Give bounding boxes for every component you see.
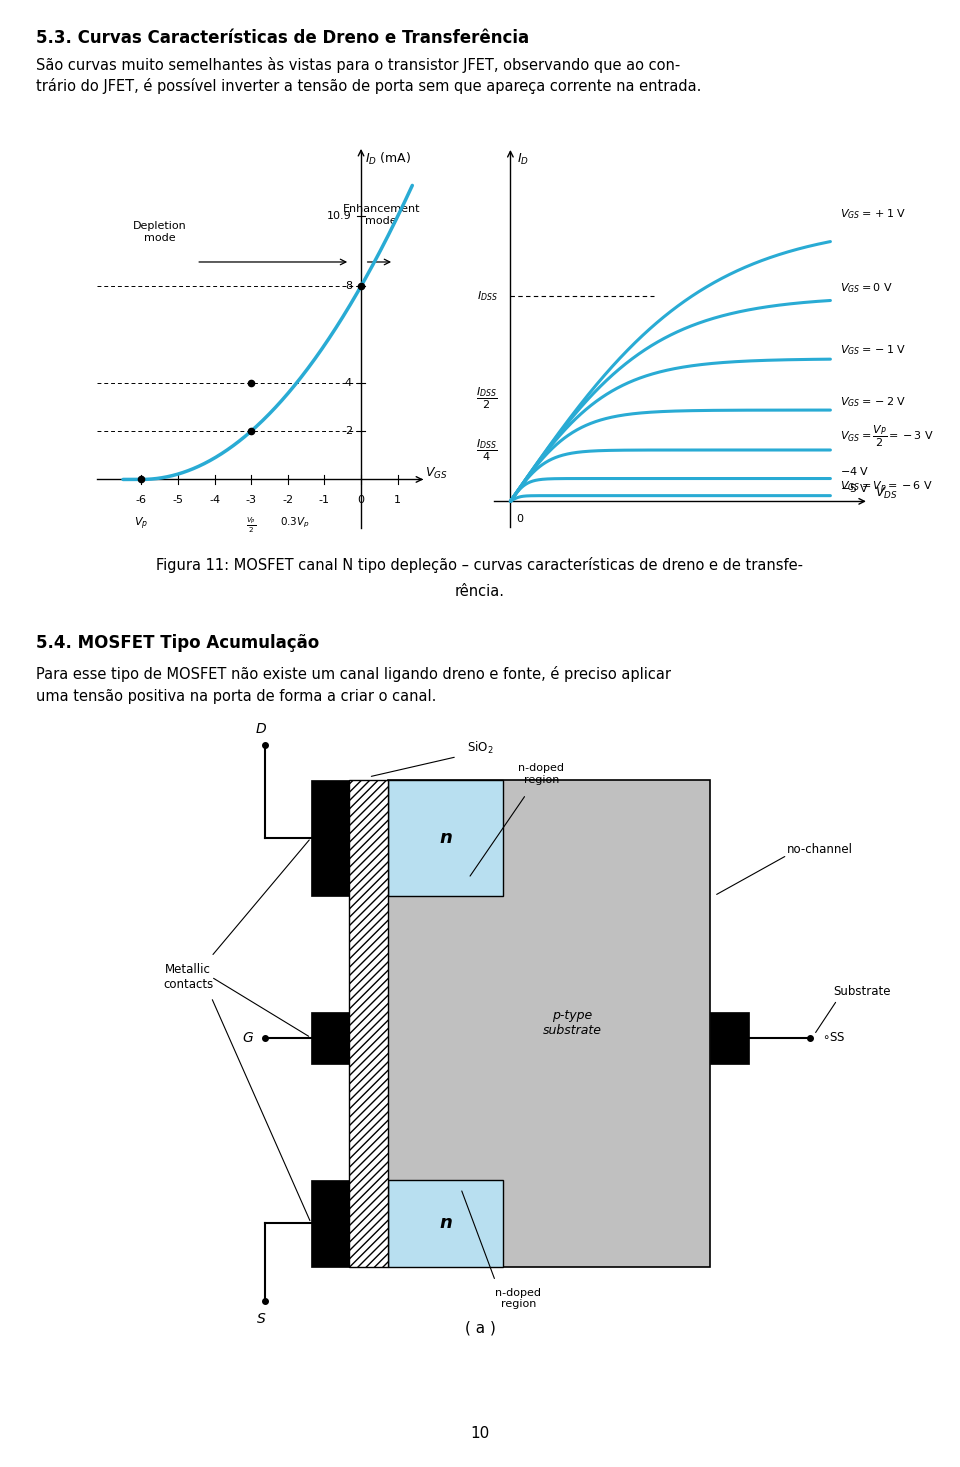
Text: trário do JFET, é possível inverter a tensão de porta sem que apareça corrente n: trário do JFET, é possível inverter a te… <box>36 78 702 94</box>
Text: $\frac{V_P}{2}$: $\frac{V_P}{2}$ <box>246 516 256 535</box>
Text: 0: 0 <box>516 513 523 524</box>
Text: 5.4. MOSFET Tipo Acumulação: 5.4. MOSFET Tipo Acumulação <box>36 634 320 651</box>
Text: Substrate: Substrate <box>833 984 891 998</box>
Text: Enhancement
mode: Enhancement mode <box>343 204 420 226</box>
Bar <box>388 780 503 896</box>
Text: D: D <box>255 722 267 736</box>
Text: $V_{GS} = -2$ V: $V_{GS} = -2$ V <box>840 395 906 409</box>
Text: no-channel: no-channel <box>787 844 853 855</box>
Text: -5: -5 <box>173 496 183 505</box>
Text: $\dfrac{I_{DSS}}{4}$: $\dfrac{I_{DSS}}{4}$ <box>476 437 497 462</box>
Bar <box>710 1012 749 1064</box>
Bar <box>311 1012 349 1064</box>
Text: n: n <box>439 829 452 846</box>
Text: 2: 2 <box>345 425 352 436</box>
Bar <box>311 780 349 896</box>
Text: G: G <box>243 1031 253 1045</box>
Text: 8: 8 <box>345 282 352 290</box>
Bar <box>349 780 388 1266</box>
Text: $V_{GS} = -1$ V: $V_{GS} = -1$ V <box>840 343 906 358</box>
Text: -1: -1 <box>319 496 330 505</box>
Text: 0: 0 <box>357 496 365 505</box>
Text: $V_{DS}$: $V_{DS}$ <box>876 486 898 502</box>
Text: SiO$_2$: SiO$_2$ <box>467 739 493 756</box>
Text: n-doped
region: n-doped region <box>495 1288 541 1309</box>
Text: S: S <box>256 1311 266 1326</box>
Text: $I_D$: $I_D$ <box>516 153 529 167</box>
Text: n: n <box>439 1215 452 1232</box>
Text: 10: 10 <box>470 1426 490 1441</box>
Text: 5.3. Curvas Características de Dreno e Transferência: 5.3. Curvas Características de Dreno e T… <box>36 29 530 47</box>
Text: $-5$ V: $-5$ V <box>840 483 870 494</box>
Text: $I_{DSS}$: $I_{DSS}$ <box>477 289 497 302</box>
Text: -6: -6 <box>135 496 147 505</box>
Text: $V_{GS} = +1$ V: $V_{GS} = +1$ V <box>840 207 906 220</box>
Text: $V_{GS} = \dfrac{V_P}{2} = -3$ V: $V_{GS} = \dfrac{V_P}{2} = -3$ V <box>840 424 934 449</box>
Text: 4: 4 <box>345 378 352 387</box>
Text: 10.9: 10.9 <box>327 211 352 222</box>
Text: São curvas muito semelhantes às vistas para o transistor JFET, observando que ao: São curvas muito semelhantes às vistas p… <box>36 57 681 73</box>
Text: -3: -3 <box>246 496 256 505</box>
Text: ( a ): ( a ) <box>465 1320 495 1335</box>
Text: $V_{GS} = V_p = -6$ V: $V_{GS} = V_p = -6$ V <box>840 480 933 496</box>
Text: rência.: rência. <box>455 584 505 599</box>
Text: -2: -2 <box>282 496 294 505</box>
Text: $V_{GS} = 0$ V: $V_{GS} = 0$ V <box>840 280 893 295</box>
Text: Para esse tipo de MOSFET não existe um canal ligando dreno e fonte, é preciso ap: Para esse tipo de MOSFET não existe um c… <box>36 666 671 682</box>
Bar <box>311 1179 349 1266</box>
Text: $0.3V_p$: $0.3V_p$ <box>280 516 310 530</box>
Text: Depletion
mode: Depletion mode <box>132 222 186 242</box>
Text: $V_p$: $V_p$ <box>134 516 149 533</box>
Text: $-4$ V: $-4$ V <box>840 465 870 477</box>
Bar <box>388 1179 503 1266</box>
Text: Metallic
contacts: Metallic contacts <box>163 962 213 990</box>
Text: n-doped
region: n-doped region <box>518 763 564 785</box>
Text: $\circ$SS: $\circ$SS <box>822 1031 846 1045</box>
Text: uma tensão positiva na porta de forma a criar o canal.: uma tensão positiva na porta de forma a … <box>36 689 437 704</box>
Text: $V_{GS}$: $V_{GS}$ <box>425 467 447 481</box>
Bar <box>388 780 710 1266</box>
Text: $\dfrac{I_{DSS}}{2}$: $\dfrac{I_{DSS}}{2}$ <box>476 386 497 411</box>
Text: -4: -4 <box>209 496 220 505</box>
Text: $I_D$ (mA): $I_D$ (mA) <box>365 151 411 167</box>
Text: 1: 1 <box>395 496 401 505</box>
Text: Figura 11: MOSFET canal N tipo depleção – curvas características de dreno e de t: Figura 11: MOSFET canal N tipo depleção … <box>156 557 804 574</box>
Text: p-type
substrate: p-type substrate <box>542 1009 602 1037</box>
